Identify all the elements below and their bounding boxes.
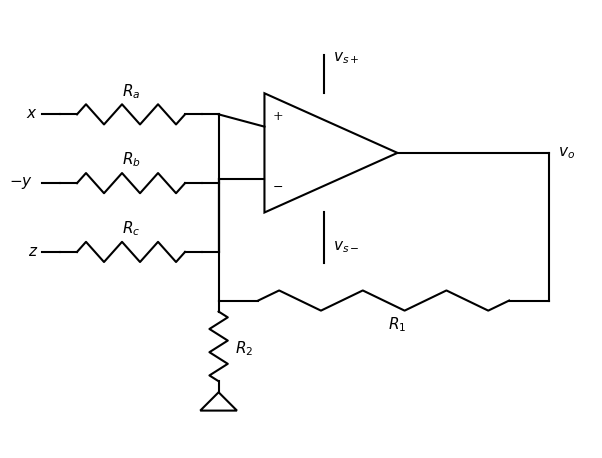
Text: $R_b$: $R_b$ (122, 151, 140, 169)
Text: $R_1$: $R_1$ (388, 315, 406, 334)
Text: $x$: $x$ (26, 107, 38, 121)
Text: $v_{s+}$: $v_{s+}$ (334, 50, 360, 66)
Text: $v_o$: $v_o$ (558, 145, 575, 161)
Text: $z$: $z$ (28, 245, 38, 259)
Text: $R_2$: $R_2$ (235, 339, 253, 358)
Text: $R_c$: $R_c$ (122, 219, 140, 238)
Text: $-y$: $-y$ (10, 175, 33, 191)
Text: +: + (273, 110, 284, 123)
Text: $R_a$: $R_a$ (122, 82, 140, 101)
Text: −: − (273, 181, 283, 194)
Text: $v_{s-}$: $v_{s-}$ (334, 240, 360, 255)
